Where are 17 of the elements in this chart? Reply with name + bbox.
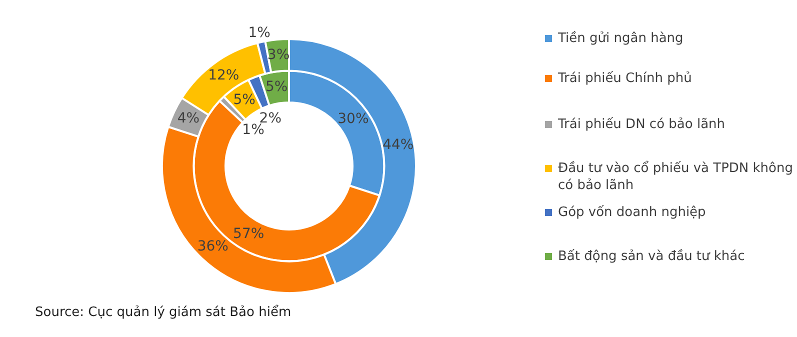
data-label: 30% (338, 110, 369, 127)
data-label: 5% (265, 79, 288, 96)
legend-label: Góp vốn doanh nghiệp (558, 204, 706, 221)
legend-label: Bất động sản và đầu tư khác (558, 248, 745, 265)
data-label: 57% (233, 226, 264, 242)
data-label: 5% (233, 92, 256, 108)
data-label: 4% (177, 110, 200, 126)
source-note: Source: Cục quản lý giám sát Bảo hiểm (35, 305, 292, 320)
legend-label: Đầu tư vào cổ phiếu và TPDN không có bảo lãnh (558, 160, 794, 194)
data-label: 1% (242, 122, 264, 138)
data-label: 1% (248, 24, 270, 41)
legend-label: Trái phiếu DN có bảo lãnh (558, 116, 726, 133)
data-label: 12% (208, 68, 240, 84)
legend-label: Tiền gửi ngân hàng (558, 30, 684, 47)
data-label: 44% (382, 136, 414, 153)
data-label: 36% (197, 238, 228, 255)
legend-label: Trái phiếu Chính phủ (558, 70, 692, 87)
